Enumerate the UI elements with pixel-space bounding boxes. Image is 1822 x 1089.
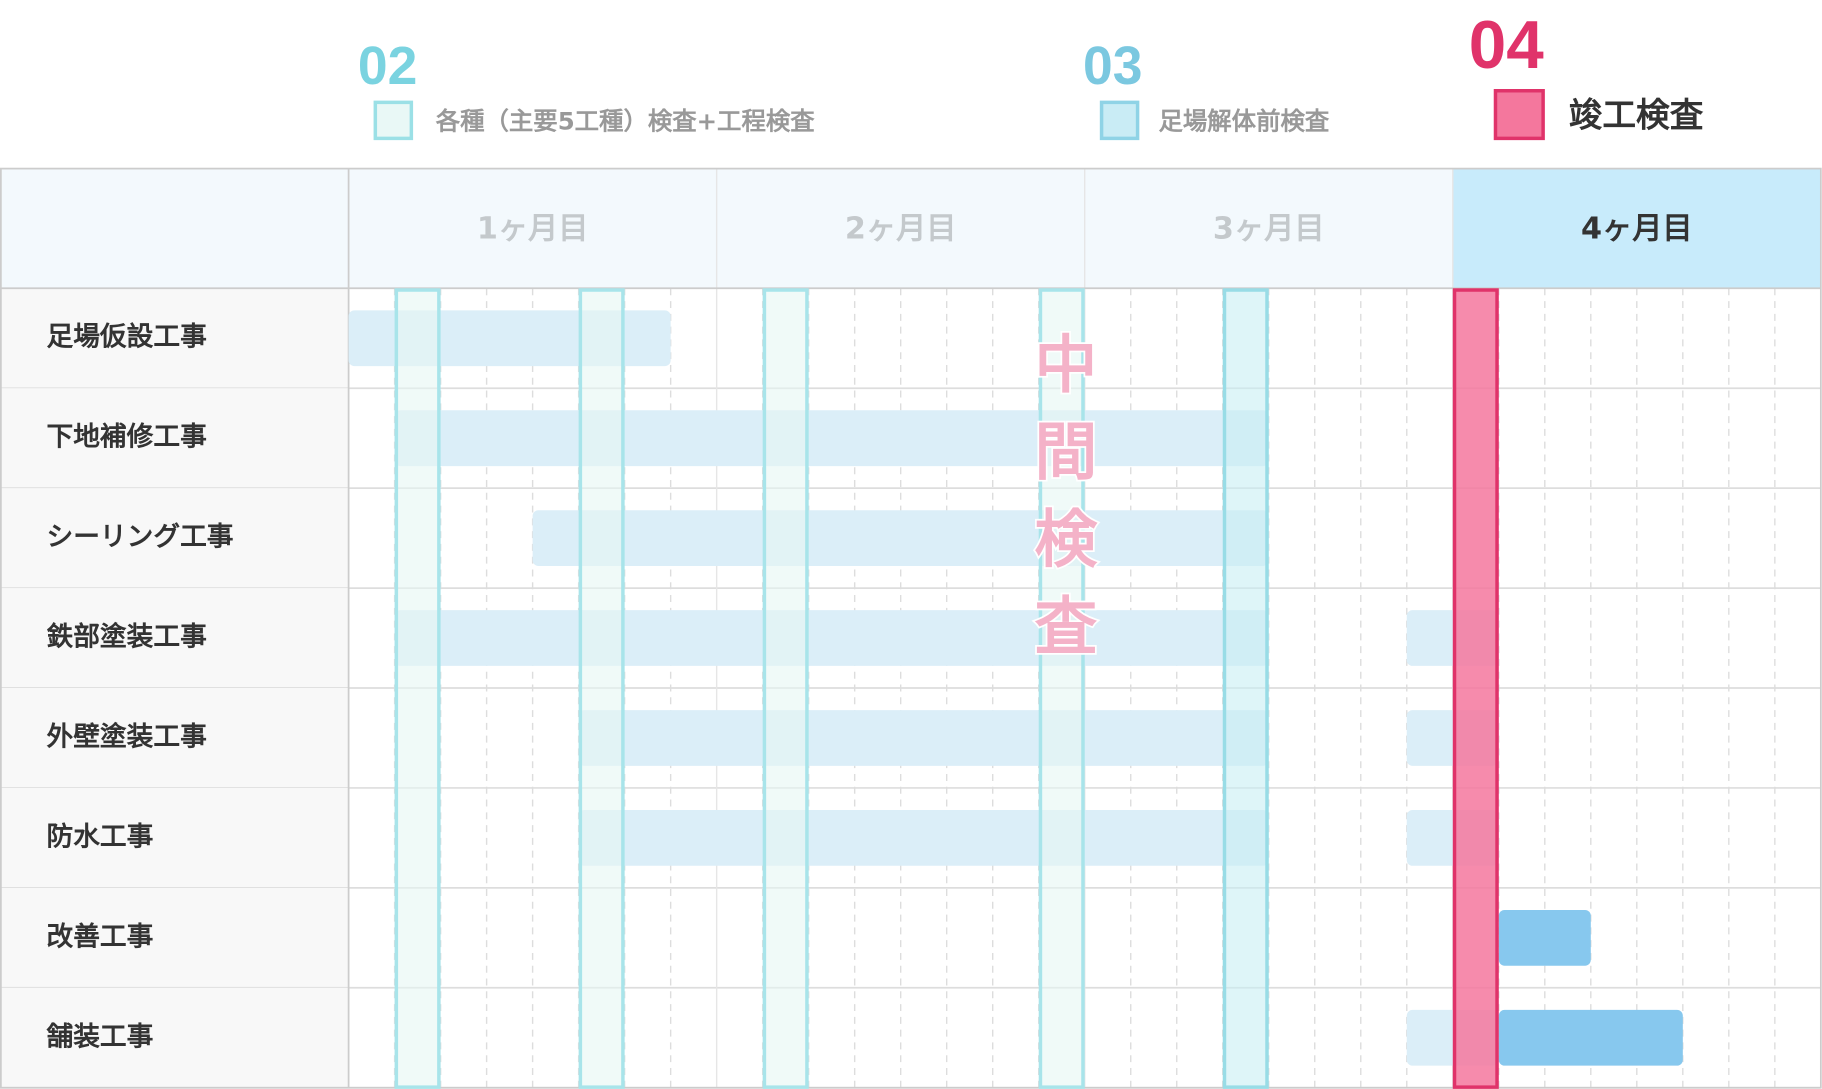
row-label: 下地補修工事: [46, 422, 206, 453]
inspection-column: [1038, 288, 1085, 1089]
task-bar: [394, 410, 1269, 467]
row-label: 外壁塗装工事: [46, 720, 206, 752]
final-inspection-column: [1452, 288, 1499, 1089]
inspection-column: [578, 288, 625, 1089]
month-header: [348, 168, 717, 289]
task-bar: [1498, 909, 1591, 966]
legend-swatch: [373, 100, 414, 141]
task-bar: [1498, 1009, 1683, 1066]
center-label: 中間検査: [1024, 331, 1097, 680]
task-bar: [578, 810, 1269, 866]
month-header: [1452, 168, 1821, 289]
month-label: 3ヶ月目: [1213, 212, 1325, 247]
task-bar: [578, 710, 1269, 766]
legend-number: 04: [1469, 8, 1544, 83]
month-label: 2ヶ月目: [845, 212, 957, 247]
row-label: シーリング工事: [46, 521, 233, 553]
task-bar: [394, 610, 1269, 666]
month-header: [716, 168, 1085, 289]
frame: [0, 167, 1822, 1089]
month-label: 4ヶ月目: [1581, 212, 1693, 247]
row-header: [0, 787, 349, 888]
row-label: 防水工事: [46, 821, 153, 852]
inspection-column: [394, 288, 441, 1089]
row-header: [0, 688, 349, 788]
row-label: 改善工事: [46, 920, 153, 952]
header-bg: [0, 168, 349, 289]
row-header: [0, 288, 349, 389]
row-label: 鉄部塗装工事: [46, 621, 206, 653]
row-header: [0, 987, 349, 1088]
legend-swatch: [1493, 89, 1545, 141]
legend-swatch: [1099, 100, 1140, 141]
legend-label: 足場解体前検査: [1159, 107, 1330, 136]
inspection-column: [762, 288, 809, 1089]
month-header: [1084, 168, 1453, 289]
task-bar: [532, 510, 1269, 566]
row-header: [0, 488, 349, 589]
legend-number: 03: [1083, 37, 1142, 96]
row-header: [0, 388, 349, 489]
row-label: 舗装工事: [45, 1021, 153, 1052]
legend-number: 02: [358, 37, 417, 96]
inspection-column: [1222, 288, 1269, 1089]
row-header: [0, 588, 349, 689]
row-label: 足場仮設工事: [46, 321, 206, 353]
row-header: [0, 887, 349, 988]
month-label: 1ヶ月目: [477, 212, 589, 247]
legend-label: 各種（主要5工種）検査+工程検査: [435, 107, 815, 136]
legend-label: 竣工検査: [1569, 95, 1704, 134]
